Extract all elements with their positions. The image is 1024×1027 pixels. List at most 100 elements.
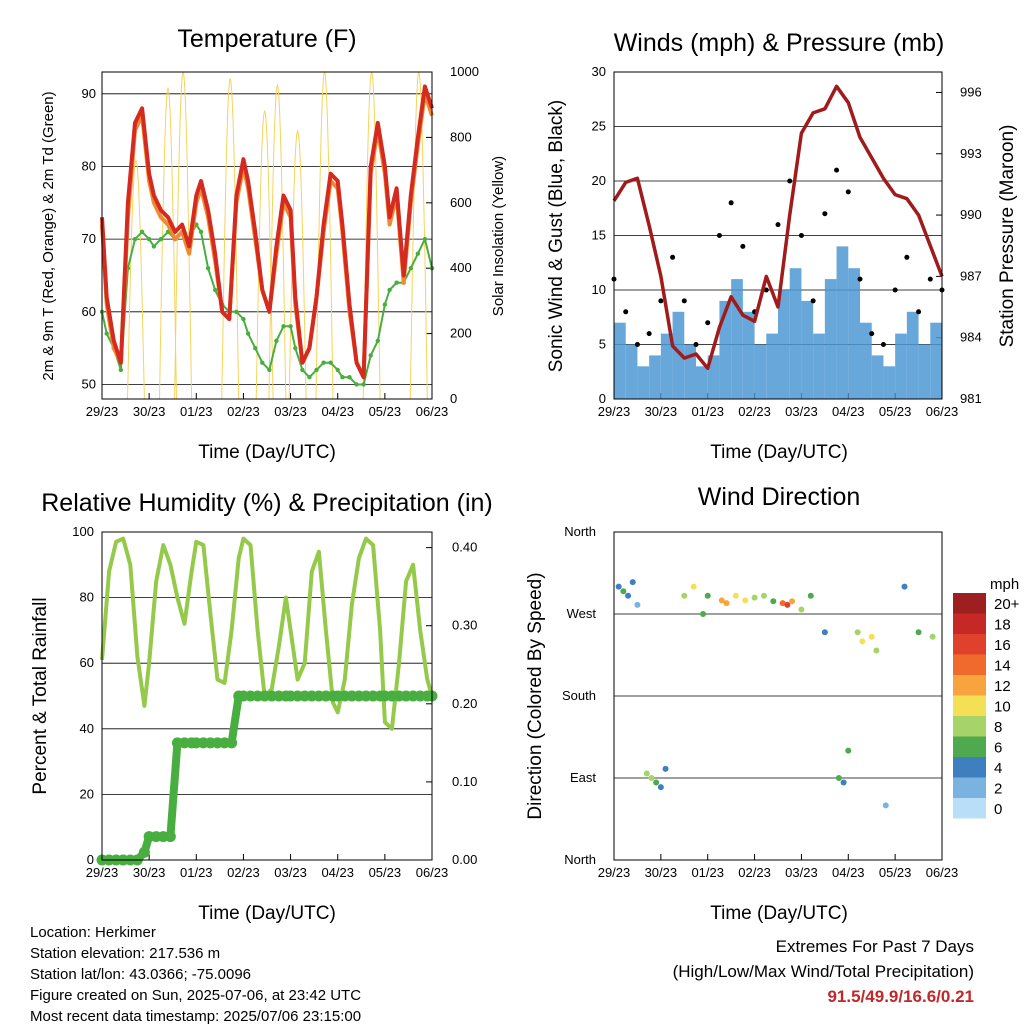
- speed-legend-label: 12: [994, 678, 1011, 695]
- x-tick-label: 30/23: [133, 865, 166, 880]
- direction-y-tick-label: West: [567, 606, 597, 621]
- sonic-wind-bar: [719, 300, 732, 399]
- gust-point: [857, 276, 863, 282]
- x-tick-label: 01/23: [180, 865, 213, 880]
- wind-direction-point: [845, 747, 852, 754]
- sonic-wind-bar: [660, 333, 673, 399]
- humidity-y-tick-label: 40: [80, 721, 94, 736]
- direction-y-tick-label: South: [562, 688, 596, 703]
- winds-y-tick-label: 25: [592, 119, 606, 134]
- wind-direction-point: [807, 592, 814, 599]
- x-tick-label: 30/23: [645, 865, 678, 880]
- pressure-y-tick-label: 987: [960, 268, 982, 283]
- winds-y-tick-label: 30: [592, 64, 606, 79]
- sonic-wind-bar: [813, 333, 825, 399]
- sonic-wind-bar: [637, 366, 650, 399]
- solar-insolation-curve: [127, 158, 145, 400]
- x-tick-label: 03/23: [274, 865, 307, 880]
- speed-legend-label: 20+: [994, 596, 1020, 613]
- sonic-wind-bar: [895, 333, 907, 399]
- gust-point: [623, 309, 629, 315]
- winds-xlabel: Time (Day/UTC): [710, 442, 848, 463]
- gust-point: [763, 287, 769, 293]
- gust-point: [787, 178, 793, 184]
- gust-point: [892, 287, 898, 293]
- solar-y-tick-label: 200: [450, 326, 472, 341]
- speed-legend-label: 2: [994, 781, 1002, 798]
- solar-y-tick-label: 1000: [450, 64, 479, 79]
- x-tick-label: 29/23: [86, 404, 119, 419]
- wind-direction-point: [718, 597, 725, 604]
- x-tick-label: 06/23: [416, 865, 449, 880]
- wind-direction-point: [779, 600, 786, 607]
- gust-point: [670, 254, 676, 260]
- wind-direction-point: [620, 588, 627, 595]
- winds-ylabel: Sonic Wind & Gust (Blue, Black): [546, 100, 567, 372]
- x-tick-label: 04/23: [832, 865, 865, 880]
- x-tick-label: 30/23: [133, 404, 166, 419]
- x-tick-label: 29/23: [598, 865, 631, 880]
- winds-y-tick-label: 15: [592, 228, 606, 243]
- winds-panel: Winds (mph) & Pressure (mb) 0 5 10 15 20 25 30…: [546, 29, 1018, 463]
- gust-point: [693, 342, 699, 347]
- winds-y-tick-label: 0: [599, 391, 606, 406]
- x-tick-label: 03/23: [785, 404, 818, 419]
- recent-timestamp: Most recent data timestamp: 2025/07/06 2…: [30, 1008, 362, 1025]
- temperature-frame: [101, 71, 433, 400]
- wind-direction-title: Wind Direction: [698, 483, 861, 511]
- gust-point: [716, 233, 722, 238]
- x-tick-label: 04/23: [832, 404, 865, 419]
- wind-direction-point: [615, 583, 622, 590]
- pressure-y-tick-label: 993: [960, 146, 982, 161]
- speed-legend-label: 4: [994, 760, 1002, 777]
- gust-point: [927, 276, 933, 282]
- humidity-y-tick-label: 0: [87, 852, 94, 867]
- extremes-values: 91.5/49.9/16.6/0.21: [827, 987, 974, 1006]
- pressure-y-tick-label: 996: [960, 84, 982, 99]
- wind-direction-ylabel: Direction (Colored By Speed): [525, 572, 546, 819]
- wind-direction-point: [840, 779, 847, 786]
- wind-direction-point: [653, 779, 660, 786]
- temperature-panel: Temperature (F) 50 60 70 80 90 0 200 400 600 800 1…: [40, 25, 507, 463]
- temperature-plot-area: 50 60 70 80 90 0 200 400 600 800 1000 29/23 30/23 01/…: [82, 64, 479, 419]
- wind-direction-point: [882, 802, 889, 809]
- speed-legend-swatch: [953, 654, 986, 675]
- sonic-wind-bar: [778, 290, 790, 399]
- wind-direction-frame: [613, 531, 943, 861]
- wind-direction-point: [854, 629, 861, 636]
- speed-legend-label: 18: [994, 617, 1011, 634]
- gust-point: [869, 331, 875, 337]
- solar-y-tick-label: 0: [450, 391, 457, 406]
- speed-legend-title: mph: [990, 576, 1019, 593]
- solar-insolation-curve: [159, 86, 177, 400]
- wind-direction-point: [700, 611, 707, 617]
- temperature-title: Temperature (F): [177, 25, 356, 53]
- gust-point: [775, 222, 781, 228]
- humidity-y-tick-label: 100: [72, 524, 94, 539]
- gust-point: [646, 331, 652, 337]
- sonic-wind-bar: [742, 311, 755, 399]
- wind-direction-point: [760, 592, 767, 599]
- gust-point: [681, 298, 687, 304]
- sonic-wind-bar: [707, 355, 720, 399]
- speed-legend-swatch: [953, 675, 986, 696]
- winds-title: Winds (mph) & Pressure (mb): [614, 29, 945, 57]
- wind-direction-point: [770, 598, 777, 605]
- wind-direction-point: [643, 770, 650, 777]
- pressure-ylabel: Station Pressure (Maroon): [997, 125, 1018, 348]
- x-tick-label: 29/23: [86, 865, 119, 880]
- wind-direction-point: [625, 592, 632, 599]
- wind-direction-point: [868, 633, 875, 640]
- wind-direction-point: [915, 629, 922, 636]
- speed-legend-swatch: [953, 613, 986, 634]
- sonic-wind-bar: [824, 279, 837, 399]
- sonic-wind-bar: [883, 366, 896, 399]
- wind-direction-point: [798, 606, 805, 613]
- gust-point: [740, 243, 746, 249]
- gust-point: [845, 189, 851, 195]
- speed-legend-label: 6: [994, 740, 1002, 757]
- station-latlon: Station lat/lon: 43.0366; -75.0096: [30, 966, 252, 983]
- x-tick-label: 03/23: [274, 404, 307, 419]
- sonic-wind-bar: [871, 355, 884, 399]
